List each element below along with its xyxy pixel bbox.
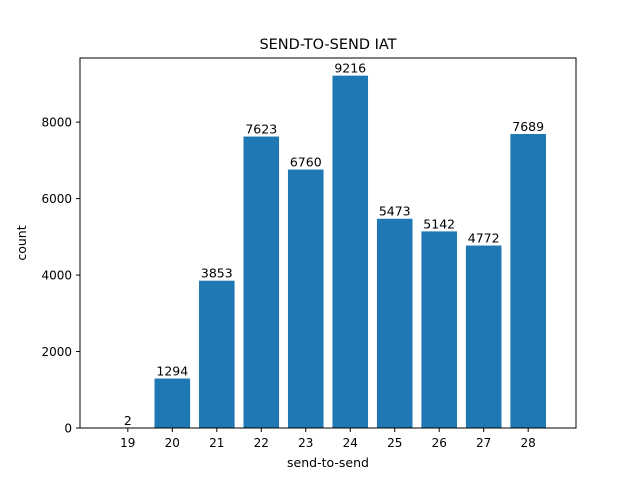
plot-area: 2 19 1294 20 3853 21 7623 22 6760 23 9216 24 5473 25 5… xyxy=(41,61,546,450)
data-label-28: 7689 xyxy=(512,119,544,134)
y-tick-label-6000: 6000 xyxy=(41,192,72,206)
x-tick-label-23: 23 xyxy=(298,436,313,450)
axes-frame xyxy=(79,57,577,429)
bar-21 xyxy=(198,280,235,428)
bar-22 xyxy=(243,136,280,428)
x-tick-label-26: 26 xyxy=(432,436,447,450)
x-tick-label-24: 24 xyxy=(343,436,358,450)
data-label-26: 5142 xyxy=(423,216,455,231)
x-tick-label-27: 27 xyxy=(476,436,491,450)
data-label-22: 7623 xyxy=(245,122,277,137)
bar-23 xyxy=(287,169,324,428)
bar-26 xyxy=(421,231,458,428)
bar-20 xyxy=(154,378,191,428)
data-label-27: 4772 xyxy=(468,231,500,246)
data-label-23: 6760 xyxy=(290,155,322,170)
x-tick-label-21: 21 xyxy=(209,436,224,450)
y-tick-label-8000: 8000 xyxy=(41,116,72,130)
data-label-24: 9216 xyxy=(334,61,366,76)
x-tick-label-25: 25 xyxy=(387,436,402,450)
y-axis-label: count xyxy=(14,225,29,260)
bar-25 xyxy=(376,218,413,428)
x-axis-label: send-to-send xyxy=(287,455,369,470)
data-label-19: 2 xyxy=(124,413,132,428)
y-tick-label-4000: 4000 xyxy=(41,269,72,283)
x-tick-label-20: 20 xyxy=(165,436,180,450)
bar-24 xyxy=(332,75,369,428)
bar-27 xyxy=(465,245,502,428)
y-tick-label-2000: 2000 xyxy=(41,345,72,359)
x-tick-label-22: 22 xyxy=(254,436,269,450)
data-label-20: 1294 xyxy=(156,364,188,379)
bar-28 xyxy=(510,134,546,428)
x-tick-label-28: 28 xyxy=(521,436,536,450)
data-label-21: 3853 xyxy=(201,266,233,281)
chart-title: SEND-TO-SEND IAT xyxy=(259,37,396,53)
y-tick-label-0: 0 xyxy=(64,422,72,436)
x-tick-label-19: 19 xyxy=(120,436,135,450)
data-label-25: 5473 xyxy=(379,204,411,219)
